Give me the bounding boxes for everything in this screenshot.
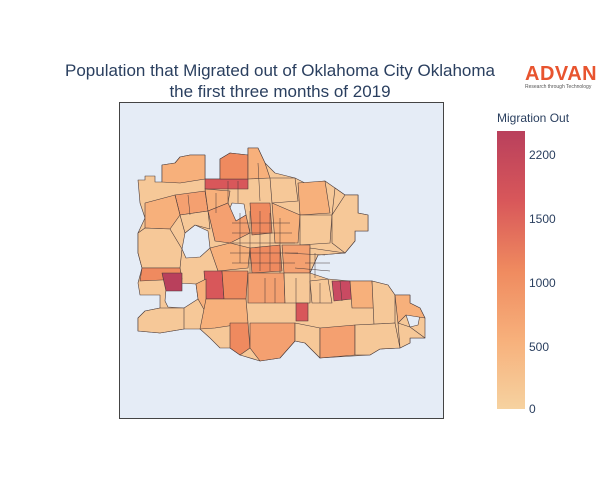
colorbar-title: Migration Out xyxy=(497,111,570,125)
tract-s1 xyxy=(247,272,286,304)
tract-n3 xyxy=(247,147,271,180)
tract-c8 xyxy=(309,247,346,274)
tract-s3 xyxy=(295,302,309,322)
chart-title: Population that Migrated out of Oklahoma… xyxy=(0,60,560,102)
colorbar-tick-2200: 2200 xyxy=(529,148,556,162)
tract-n2 xyxy=(219,152,249,180)
tract-n10 xyxy=(179,210,211,234)
tract-s5 xyxy=(249,322,296,362)
tract-n11 xyxy=(161,154,206,184)
tract-e5 xyxy=(319,324,356,359)
tract-n7 xyxy=(297,180,331,216)
tract-c6 xyxy=(249,244,283,274)
tract-e6 xyxy=(354,322,401,356)
tract-n1 xyxy=(204,178,249,190)
tract-e8 xyxy=(397,322,426,349)
tract-e3 xyxy=(349,280,375,309)
tract-w5 xyxy=(221,270,249,300)
tract-c4 xyxy=(299,214,333,246)
tract-n4 xyxy=(174,190,209,216)
advan-logo: ADVAN Research through Technology xyxy=(525,63,598,90)
colorbar-tick-500: 500 xyxy=(529,340,550,354)
colorbar-gradient xyxy=(497,131,525,409)
tract-w4 xyxy=(203,270,225,300)
colorbar-tick-0: 0 xyxy=(529,402,536,416)
tract-ne-arm xyxy=(331,194,369,254)
tract-n9 xyxy=(144,194,181,230)
tract-w7 xyxy=(137,307,185,334)
tract-w1 xyxy=(137,227,183,269)
choropleth-map[interactable] xyxy=(120,103,443,418)
title-line-1: Population that Migrated out of Oklahoma… xyxy=(65,61,495,80)
colorbar-tick-1000: 1000 xyxy=(529,276,556,290)
tract-e7 xyxy=(394,294,426,324)
tract-e1 xyxy=(309,278,333,304)
tract-n6 xyxy=(269,177,299,204)
logo-wordmark: ADVAN xyxy=(525,63,598,85)
tract-s4 xyxy=(229,322,251,356)
tract-e2 xyxy=(331,280,353,302)
dense-grid xyxy=(187,162,343,303)
title-line-2: the first three months of 2019 xyxy=(169,82,391,101)
map-frame[interactable] xyxy=(119,102,444,419)
tract-w3 xyxy=(161,272,183,292)
colorbar-tick-1500: 1500 xyxy=(529,212,556,226)
logo-tagline: Research through Technology xyxy=(525,84,592,90)
tract-s6 xyxy=(294,322,321,359)
tract-s2 xyxy=(283,272,311,304)
tract-c2 xyxy=(249,202,273,236)
tract-e4 xyxy=(371,280,396,326)
